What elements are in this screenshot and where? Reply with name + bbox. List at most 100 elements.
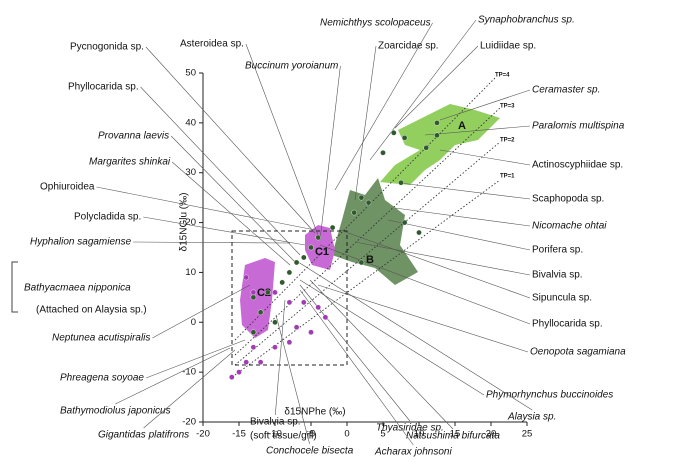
leader-line [334, 22, 433, 191]
region-b [332, 178, 418, 285]
tp-lines [234, 77, 501, 376]
species-label: Provanna laevis [98, 131, 169, 142]
species-label: (Attached on Alaysia sp.) [36, 305, 147, 316]
species-label: Bathymodiolus japonicus [60, 406, 171, 417]
y-tick-label: 10 [185, 267, 196, 278]
leader-line [339, 229, 531, 299]
tp-line [234, 179, 501, 376]
point [308, 244, 314, 251]
point [351, 209, 358, 216]
point [279, 279, 286, 286]
y-tick-label: -10 [182, 367, 196, 378]
species-label: Phyllocarida sp. [68, 82, 139, 93]
y-tick-label: 20 [185, 217, 196, 228]
species-label: Ceramaster sp. [532, 85, 600, 96]
leader-line [354, 45, 377, 201]
species-label: Nicomache ohtai [532, 221, 607, 232]
species-label: Neptunea acutispiralis [52, 333, 150, 344]
tp-line [234, 107, 501, 356]
leader-line [145, 46, 316, 234]
leader-line [170, 135, 296, 263]
leader-line [294, 259, 533, 411]
point [257, 359, 264, 365]
leader-line [274, 299, 286, 416]
species-label: Scaphopoda sp. [532, 194, 604, 205]
species-label: Bivalvia sp. [532, 270, 583, 281]
point [236, 369, 242, 375]
point [293, 259, 300, 266]
point [390, 130, 397, 136]
x-tick-label: 25 [522, 429, 533, 440]
point [286, 269, 293, 276]
leader-line [299, 289, 414, 446]
species-label: Bathyacmaea nipponica [24, 283, 131, 294]
leader-line [319, 65, 341, 241]
leader-line [317, 284, 529, 353]
species-label: Zoarcidae sp. [378, 41, 439, 52]
point [308, 329, 314, 336]
point [250, 344, 257, 351]
species-label: Polycladida sp. [74, 212, 141, 223]
region-label: C1 [315, 246, 329, 258]
x-tick-label: 5 [380, 429, 385, 440]
species-label: Actinoscyphiidae sp. [532, 160, 623, 171]
species-label: Gigantidas platifrons [98, 430, 189, 441]
point [365, 199, 372, 206]
species-label: Alaysia sp. [507, 412, 556, 423]
point [293, 324, 300, 331]
point [286, 299, 293, 306]
species-label: (soft tissue/gill) [250, 431, 317, 442]
point [257, 309, 264, 316]
leader-line [424, 125, 531, 136]
point [315, 234, 322, 241]
species-label: Phreagena soyoae [60, 373, 144, 384]
region-label: A [458, 120, 466, 132]
point [401, 135, 408, 141]
species-label: Paralomis multispina [532, 121, 625, 132]
leader-line [354, 241, 531, 276]
species-label: Luidiidae sp. [480, 41, 536, 52]
species-label: Bivalvia sp. [250, 417, 301, 428]
species-label: Acharax johnsoni [374, 447, 452, 458]
point [322, 314, 329, 321]
leader-line [399, 182, 531, 200]
leader-line [96, 186, 316, 231]
point [243, 359, 249, 365]
point [434, 132, 440, 139]
species-label: Ophiuroidea [40, 182, 95, 193]
leader-line [319, 244, 531, 325]
x-tick-label: -10 [268, 429, 282, 440]
point [272, 344, 278, 351]
point [423, 144, 430, 151]
point [272, 319, 278, 326]
regions [240, 104, 500, 338]
leader-line [143, 349, 236, 429]
species-label: Asteroidea sp. [180, 39, 244, 50]
x-tick-label: 20 [486, 429, 497, 440]
tp-label: TP=2 [500, 138, 515, 144]
tp-label: TP=3 [500, 104, 515, 110]
tp-label: TP=1 [500, 174, 515, 180]
x-tick-label: 15 [450, 429, 461, 440]
point [264, 289, 271, 296]
species-label: Synaphobranchus sp. [478, 15, 575, 26]
region-a [380, 104, 500, 185]
species-label: Thyasiridae sp. [376, 423, 444, 434]
x-tick-label: 10 [414, 429, 425, 440]
point [250, 294, 257, 301]
species-label: Natsushima bifurcata [406, 431, 500, 442]
species-label: Hyphalion sagamiense [30, 237, 132, 248]
leader-line [439, 149, 531, 166]
point [329, 224, 336, 231]
leader-line [143, 216, 306, 246]
leader-line [387, 219, 531, 251]
point [358, 194, 365, 201]
point [243, 274, 249, 281]
leader-line [275, 314, 310, 445]
species-label: Nemichthys scolopaceus [320, 18, 431, 29]
leader-line [115, 347, 231, 405]
y-tick-label: 30 [185, 167, 196, 178]
leader-line [245, 43, 319, 236]
species-label: Buccinum yoroianum [245, 61, 338, 72]
